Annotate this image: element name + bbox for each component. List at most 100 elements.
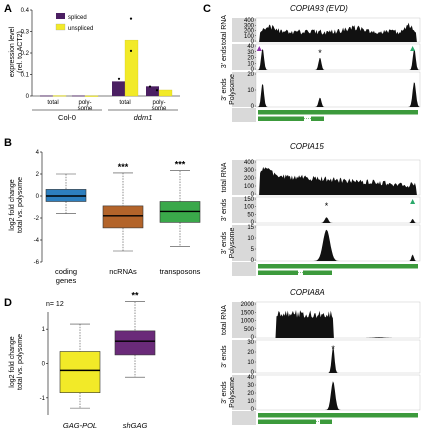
panel-b: B log2 fold change total vs. polysome -6… (4, 137, 201, 285)
d-plot-category-1: shGAG (123, 421, 148, 430)
track-panel-bg (255, 43, 421, 71)
replicate-dot (129, 17, 133, 20)
track-ytick-label: 200 (244, 29, 255, 35)
panel-a-label: A (4, 3, 12, 15)
track-ytick-label: 150 (244, 197, 255, 203)
exon (303, 270, 332, 275)
track-signal (256, 166, 420, 195)
track-ytick-label: 40 (247, 375, 254, 381)
track-row-label: 3' ends (221, 198, 228, 221)
track-title-1: COPIA15 (290, 142, 324, 151)
bar-unspliced-3 (158, 89, 173, 97)
track-ytick-label: 100 (244, 34, 255, 40)
track-ytick-label: 0 (251, 407, 255, 413)
track-ytick-label: 15 (247, 225, 254, 231)
panel-a-xlabel-1: poly-some (78, 100, 93, 112)
d-plot-significance-1: ** (131, 291, 139, 301)
annotation-label-bg (232, 262, 256, 276)
track-ytick-label: 100 (244, 205, 255, 211)
track-label-bg (232, 160, 256, 195)
panel-a-ylabel-line2: (rel. to ACT2) (17, 31, 24, 73)
legend-label-unspliced: unspliced (68, 26, 93, 32)
d-plot-ytick-label: 0 (42, 362, 46, 368)
track-ytick-label: 10 (247, 236, 254, 242)
panel-c: C COPIA93 (EVD)total RNA 01002003004003' … (203, 3, 421, 425)
star-marker-icon: * (318, 48, 322, 58)
bar-unspliced-2 (124, 39, 139, 97)
track-ytick-label: 0 (251, 104, 255, 110)
d-plot-category-0: GAG-POL (63, 421, 97, 430)
panel-d-plot: -1 0 1 GAG-POL ** shGAG (40, 291, 156, 430)
bar-spliced-0 (40, 95, 53, 97)
exon (320, 419, 332, 424)
gene-model (258, 264, 418, 269)
track-ytick-label: 10 (247, 399, 254, 405)
b-plot-significance-2: *** (175, 160, 186, 170)
replicate-dot (148, 85, 152, 88)
triangle-marker-icon (256, 46, 262, 51)
track-ytick-label: 20 (247, 72, 254, 78)
replicate-dot (117, 77, 121, 80)
panel-a-ytick-label: 0.3 (21, 30, 30, 36)
track-ytick-label: 100 (244, 184, 255, 190)
b-plot-category-0: coding genes (55, 267, 77, 285)
annotation-label-bg (232, 108, 256, 122)
panel-d-label: D (4, 297, 12, 309)
panel-a-ytick-label: 0.4 (21, 8, 30, 14)
exon (258, 116, 304, 121)
track-ytick-label: 400 (244, 18, 255, 24)
b-plot-ytick-label: 2 (36, 172, 40, 178)
track-row-label: total RNA (221, 15, 228, 45)
track-ytick-label: 5 (251, 247, 255, 253)
group-label-ddm1: ddm1 (134, 113, 153, 122)
b-plot-box-1 (102, 205, 144, 229)
track-ytick-label: 1500 (241, 310, 255, 316)
track-ytick-label: 0 (251, 335, 255, 341)
track-ytick-label: 10 (247, 360, 254, 366)
track-ytick-label: 400 (244, 160, 255, 166)
d-plot-ytick-label: -1 (40, 396, 46, 402)
track-row-label: total RNA (221, 305, 228, 335)
track-row-label: total RNA (221, 162, 228, 192)
track-ytick-label: 300 (244, 23, 255, 29)
track-ytick-label: 30 (247, 383, 254, 389)
track-row-label: 3' endsPolysome (221, 74, 236, 105)
bar-unspliced-0 (52, 95, 67, 97)
track-ytick-label: 40 (247, 44, 254, 50)
panel-b-ylabel-line2: total vs. polysome (17, 177, 24, 233)
track-label-bg (232, 340, 256, 373)
track-panel-bg (255, 339, 421, 374)
panel-a-xlabel-0: total (47, 100, 58, 106)
bar-unspliced-1 (84, 95, 99, 97)
track-ytick-label: 200 (244, 176, 255, 182)
track-ytick-label: 10 (247, 61, 254, 67)
track-ytick-label: 0 (251, 258, 255, 264)
track-ytick-label: 0 (251, 192, 255, 198)
panel-a-xlabel-2: total (119, 100, 130, 106)
panel-b-plot: -6 -4 -2 0 2 4 coding genes *** ncRNAs *** transpos… (34, 150, 201, 285)
d-plot-ytick-label: 1 (42, 327, 46, 333)
track-label-bg (232, 44, 256, 70)
panel-a-y-axis: 0 0.1 0.2 0.3 0.4 (21, 8, 180, 100)
track-ytick-label: 10 (247, 88, 254, 94)
panel-a-bars (40, 17, 173, 97)
track-label-bg (232, 18, 256, 42)
track-row-label: 3' endsPolysome (221, 377, 236, 408)
track-ytick-label: 0 (251, 370, 255, 376)
legend-label-spliced: spliced (68, 15, 87, 21)
legend-swatch-unspliced (55, 23, 66, 31)
track-signal (256, 310, 420, 338)
track-label-bg (232, 197, 256, 223)
b-plot-ytick-label: -4 (34, 238, 40, 244)
track-ytick-label: 30 (247, 340, 254, 346)
exon (311, 116, 324, 121)
track-2: COPIA8A total RNA 0 500 1000 1500 2000 3' ends 0… (221, 288, 421, 425)
track-title-0: COPIA93 (EVD) (290, 4, 348, 13)
b-plot-ytick-label: 4 (36, 150, 40, 156)
gene-model (258, 413, 418, 418)
track-label-bg (232, 375, 256, 410)
bar-spliced-1 (72, 95, 85, 97)
